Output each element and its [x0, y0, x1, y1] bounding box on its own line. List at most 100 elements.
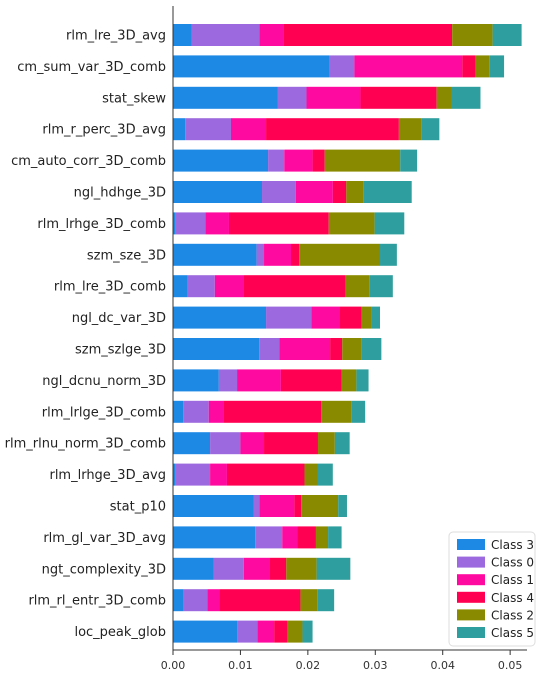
bar-segment-class-1-szm_sze_3D [264, 243, 291, 266]
bar-segment-class-3-szm_szlge_3D [173, 338, 260, 360]
category-label: ngt_complexity_3D [42, 562, 166, 577]
bar-segment-class-3-stat_p10 [173, 495, 254, 517]
bar-segment-class-5-stat_p10 [338, 495, 347, 517]
category-label: rlm_rl_entr_3D_comb [28, 594, 166, 609]
bar-segment-class-0-rlm_gl_var_3D_avg [255, 526, 283, 549]
legend-swatch-class-1 [457, 574, 485, 586]
bar-segment-class-4-rlm_lre_3D_avg [283, 24, 453, 46]
bar-segment-class-2-ngl_dcnu_norm_3D [341, 369, 357, 392]
category-label: rlm_r_perc_3D_avg [42, 123, 166, 138]
x-tick-label: 0.01 [228, 659, 253, 672]
bar-segment-class-2-szm_szlge_3D [342, 338, 362, 360]
bar-segment-class-2-cm_sum_var_3D_comb [475, 55, 490, 78]
bar-segment-class-1-cm_auto_corr_3D_comb [284, 149, 313, 172]
bars-layer [173, 24, 522, 643]
bar-segment-class-4-cm_sum_var_3D_comb [462, 55, 476, 78]
bar-segment-class-2-stat_skew [436, 86, 452, 109]
bar-segment-class-0-rlm_rl_entr_3D_comb [183, 589, 208, 612]
bar-segment-class-5-rlm_lrhge_3D_avg [317, 463, 333, 486]
bar-segment-class-3-rlm_gl_var_3D_avg [173, 526, 256, 549]
bar-segment-class-4-loc_peak_glob [274, 620, 288, 643]
x-tick-label: 0.03 [363, 659, 388, 672]
legend-swatch-class-3 [457, 539, 485, 550]
category-label: ngl_hdhge_3D [74, 186, 166, 201]
bar-segment-class-0-szm_sze_3D [256, 243, 265, 266]
bar-segment-class-0-ngl_dc_var_3D [266, 306, 312, 329]
bar-segment-class-3-cm_sum_var_3D_comb [173, 55, 330, 78]
x-tick-label: 0.05 [498, 659, 523, 672]
category-label: stat_p10 [110, 500, 166, 515]
bar-segment-class-0-rlm_rlnu_norm_3D_comb [210, 432, 241, 455]
bar-segment-class-4-cm_auto_corr_3D_comb [312, 149, 325, 172]
x-tick-label: 0.04 [430, 659, 455, 672]
category-label: rlm_lrhge_3D_comb [37, 217, 166, 232]
bar-segment-class-2-stat_p10 [301, 495, 339, 517]
bar-segment-class-4-rlm_lre_3D_comb [243, 275, 346, 298]
bar-segment-class-4-rlm_rl_entr_3D_comb [219, 589, 301, 612]
bar-segment-class-5-loc_peak_glob [302, 620, 313, 643]
bar-segment-class-4-ngl_dcnu_norm_3D [280, 369, 342, 392]
x-axis: 0.00 0.01 0.02 0.03 0.04 0.05 [161, 6, 527, 672]
bar-segment-class-5-ngl_hdhge_3D [363, 181, 412, 203]
bar-segment-class-4-rlm_lrhge_3D_comb [228, 212, 329, 235]
bar-segment-class-3-ngt_complexity_3D [173, 557, 214, 580]
bar-segment-class-2-rlm_rl_entr_3D_comb [300, 589, 318, 612]
bar-segment-class-5-rlm_r_perc_3D_avg [421, 118, 440, 141]
bar-segment-class-1-ngt_complexity_3D [243, 557, 270, 580]
bar-segment-class-2-szm_sze_3D [299, 243, 380, 266]
bar-segment-class-4-rlm_lrhge_3D_avg [226, 463, 305, 486]
bar-segment-class-1-cm_sum_var_3D_comb [354, 55, 463, 78]
bar-segment-class-2-rlm_lre_3D_avg [452, 24, 493, 46]
bar-segment-class-0-loc_peak_glob [237, 620, 258, 643]
category-label: szm_sze_3D [87, 248, 166, 263]
bar-segment-class-0-rlm_lrhge_3D_comb [175, 212, 206, 235]
bar-segment-class-1-rlm_lre_3D_avg [259, 24, 284, 46]
bar-segment-class-5-rlm_lrhge_3D_comb [374, 212, 405, 235]
bar-segment-class-3-rlm_rl_entr_3D_comb [173, 589, 184, 612]
bar-segment-class-1-stat_p10 [259, 495, 295, 517]
bar-segment-class-0-stat_skew [277, 86, 307, 109]
bar-segment-class-5-ngl_dcnu_norm_3D [356, 369, 369, 392]
legend-swatch-class-5 [457, 627, 485, 638]
bar-segment-class-2-ngt_complexity_3D [286, 557, 317, 580]
x-tick-label: 0.00 [161, 659, 186, 672]
bar-segment-class-0-stat_p10 [253, 495, 260, 517]
bar-segment-class-0-rlm_lre_3D_avg [191, 24, 260, 46]
bar-segment-class-3-rlm_rlnu_norm_3D_comb [173, 432, 211, 455]
bar-segment-class-0-cm_sum_var_3D_comb [329, 55, 355, 78]
bar-segment-class-0-szm_szlge_3D [259, 338, 280, 360]
bar-segment-class-3-rlm_r_perc_3D_avg [173, 118, 186, 141]
bar-segment-class-2-cm_auto_corr_3D_comb [324, 149, 401, 172]
bar-segment-class-4-stat_skew [360, 86, 437, 109]
bar-segment-class-5-rlm_gl_var_3D_avg [328, 526, 342, 549]
bar-segment-class-2-ngl_hdhge_3D [346, 181, 364, 203]
bar-segment-class-4-ngl_dc_var_3D [339, 306, 362, 329]
bar-segment-class-5-stat_skew [451, 86, 481, 109]
bar-segment-class-5-ngt_complexity_3D [316, 557, 351, 580]
bar-segment-class-1-rlm_lrlge_3D_comb [208, 400, 224, 423]
bar-segment-class-1-rlm_r_perc_3D_avg [230, 118, 267, 141]
bar-segment-class-3-ngl_dcnu_norm_3D [173, 369, 219, 392]
bar-segment-class-4-rlm_gl_var_3D_avg [297, 526, 316, 549]
legend-swatch-class-2 [457, 609, 485, 621]
bar-segment-class-5-ngl_dc_var_3D [371, 306, 380, 329]
legend: Class 3 Class 0 Class 1 Class 4 Class 2 Class… [448, 531, 536, 647]
bar-segment-class-4-rlm_lrlge_3D_comb [223, 400, 322, 423]
bar-segment-class-5-szm_sze_3D [380, 243, 397, 266]
bar-segment-class-1-szm_szlge_3D [279, 338, 331, 360]
bar-segment-class-4-rlm_r_perc_3D_avg [266, 118, 399, 141]
bar-segment-class-0-ngt_complexity_3D [213, 557, 244, 580]
category-label: rlm_lrlge_3D_comb [42, 405, 166, 420]
bar-segment-class-0-rlm_lre_3D_comb [187, 275, 215, 298]
category-labels: rlm_lre_3D_avg cm_sum_var_3D_comb stat_ske… [5, 29, 167, 641]
bar-segment-class-1-ngl_dc_var_3D [311, 306, 340, 329]
bar-segment-class-1-rlm_gl_var_3D_avg [282, 526, 298, 549]
bar-segment-class-1-rlm_lrhge_3D_comb [205, 212, 229, 235]
bar-segment-class-5-cm_auto_corr_3D_comb [400, 149, 418, 172]
bar-segment-class-2-rlm_lrhge_3D_comb [328, 212, 375, 235]
bar-segment-class-3-rlm_lrhge_3D_comb [173, 212, 176, 235]
bar-segment-class-3-rlm_lrlge_3D_comb [173, 400, 184, 423]
bar-segment-class-0-rlm_r_perc_3D_avg [185, 118, 231, 141]
